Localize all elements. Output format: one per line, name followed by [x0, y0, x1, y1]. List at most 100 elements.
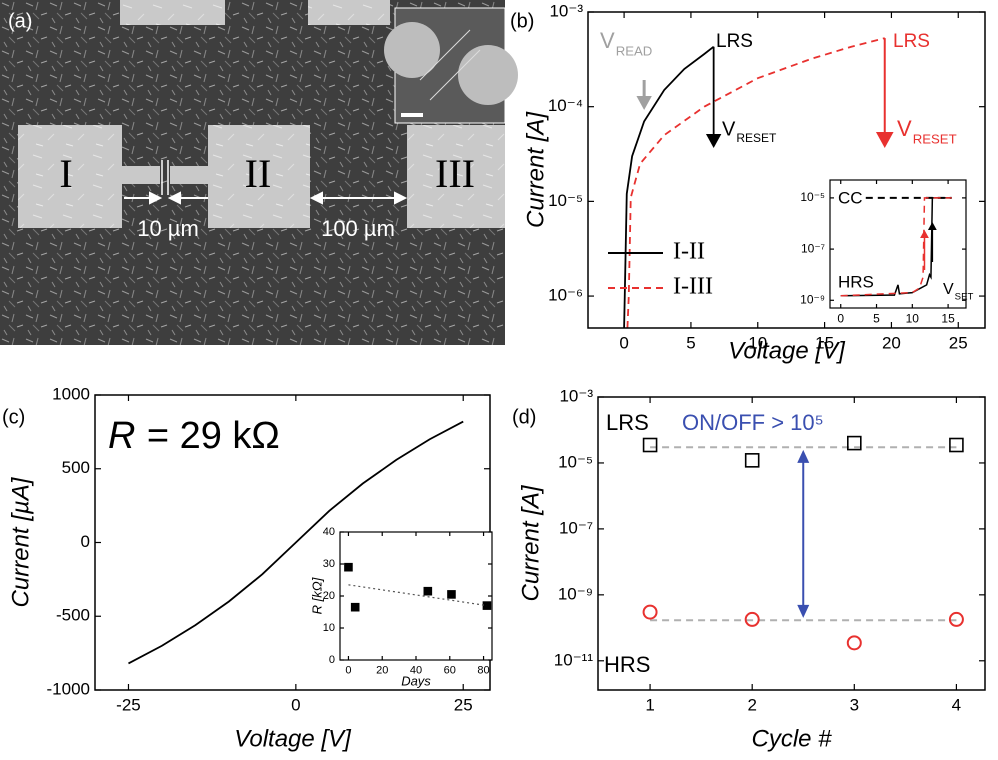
marker — [949, 437, 964, 453]
x-axis-label: Days — [401, 673, 431, 688]
sem-inset — [384, 7, 518, 124]
x-tick-label: 1 — [645, 696, 654, 715]
marker — [350, 602, 360, 612]
annotation: LRS — [606, 410, 649, 435]
annotation-subscript: RESET — [736, 131, 777, 145]
y-tick-label: 10⁻⁷ — [559, 518, 593, 537]
x-tick-label: 15 — [941, 312, 955, 326]
axes-frame — [339, 531, 493, 661]
annotation: V — [943, 281, 954, 298]
y-tick-label: 0 — [329, 654, 335, 666]
y-tick-label: 20 — [323, 590, 335, 602]
x-tick-label: 3 — [850, 696, 859, 715]
y-tick-label: 0 — [81, 532, 90, 551]
y-tick-label: 10⁻¹¹ — [554, 650, 594, 669]
annotation-subscript: RESET — [913, 131, 957, 146]
y-axis-label: R [kΩ] — [309, 577, 324, 614]
x-tick-label: 0 — [619, 334, 628, 353]
y-tick-label: 10⁻⁵ — [800, 190, 825, 204]
x-tick-label: 10 — [748, 334, 767, 353]
y-tick-label: 10⁻⁴ — [548, 96, 583, 115]
y-tick-label: 10⁻⁹ — [558, 584, 593, 603]
x-tick-label: 80 — [477, 664, 489, 676]
arrow-head — [636, 96, 652, 110]
bridge — [170, 166, 210, 184]
y-tick-label: 10⁻³ — [549, 1, 583, 20]
x-tick-label: 60 — [444, 664, 456, 676]
series-line — [623, 46, 715, 329]
annotation: CC — [838, 188, 863, 207]
y-tick-label: 10⁻³ — [559, 386, 593, 405]
legend-label: I-III — [673, 274, 713, 300]
annotation: V — [897, 116, 912, 141]
x-tick-label: 4 — [952, 696, 961, 715]
marker — [642, 604, 658, 620]
x-tick-label: 2 — [747, 696, 756, 715]
y-tick-label: 30 — [323, 558, 335, 570]
marker — [344, 562, 353, 572]
arrow-head — [797, 604, 810, 618]
pad — [18, 125, 122, 228]
y-axis-label: Current [A] — [522, 111, 549, 228]
annotation-subscript: READ — [616, 43, 653, 58]
axes-frame — [587, 11, 986, 329]
y-tick-label: 10⁻⁵ — [558, 452, 593, 471]
arrow-head — [705, 134, 722, 148]
marker — [447, 590, 456, 599]
marker — [642, 437, 658, 453]
sem-image — [0, 0, 518, 345]
series-line — [348, 584, 488, 607]
inset-background — [340, 532, 492, 660]
x-tick-label: 25 — [949, 334, 968, 353]
pad — [308, 0, 390, 25]
y-tick-label: 500 — [62, 458, 90, 477]
arrow-head — [920, 230, 929, 238]
x-tick-label: 10 — [906, 312, 920, 326]
bridge — [120, 166, 160, 184]
y-axis-label: Current [µA] — [7, 476, 34, 607]
y-tick-label: 40 — [323, 526, 335, 538]
x-tick-label: 40 — [410, 664, 422, 676]
arrow-head — [797, 449, 810, 463]
x-tick-label: 0 — [837, 312, 844, 326]
pad — [208, 125, 310, 228]
annotation: V — [600, 28, 615, 53]
x-axis-label: Voltage [V] — [234, 725, 352, 752]
annotation: = 29 kΩ — [147, 415, 280, 457]
marker — [744, 453, 760, 468]
marker — [948, 611, 964, 627]
x-tick-label: 0 — [345, 664, 351, 676]
y-tick-label: -1000 — [47, 679, 90, 698]
y-axis-label: Current [A] — [517, 484, 544, 601]
pad-label: II — [245, 151, 272, 196]
pad-label: I — [59, 151, 72, 196]
x-axis-label: Cycle # — [751, 725, 832, 752]
marker — [423, 586, 433, 596]
y-tick-label: 10⁻⁵ — [548, 191, 583, 210]
annotation: R — [108, 415, 135, 457]
annotation: HRS — [604, 652, 650, 677]
annotation: LRS — [893, 31, 930, 52]
axes-frame — [829, 179, 967, 309]
y-tick-label: 10⁻⁷ — [801, 241, 825, 255]
x-tick-label: 20 — [376, 664, 388, 676]
pad-label: III — [435, 151, 475, 196]
y-tick-label: 10 — [323, 622, 335, 634]
panel-label: (b) — [510, 10, 534, 32]
x-tick-label: 0 — [291, 696, 300, 715]
marker — [846, 435, 862, 451]
marker — [482, 601, 492, 610]
axes-frame — [597, 396, 986, 691]
marker — [846, 635, 862, 651]
panel-label: (d) — [512, 406, 536, 428]
scale-label: 10 µm — [137, 216, 199, 241]
marker — [744, 611, 760, 627]
panel-label: (a) — [8, 10, 32, 32]
panel-label: (c) — [2, 406, 25, 428]
series-line — [626, 37, 885, 329]
pad — [120, 0, 225, 25]
annotation: V — [722, 118, 736, 140]
y-tick-label: 10⁻⁶ — [548, 286, 583, 305]
x-tick-label: 5 — [686, 334, 695, 353]
